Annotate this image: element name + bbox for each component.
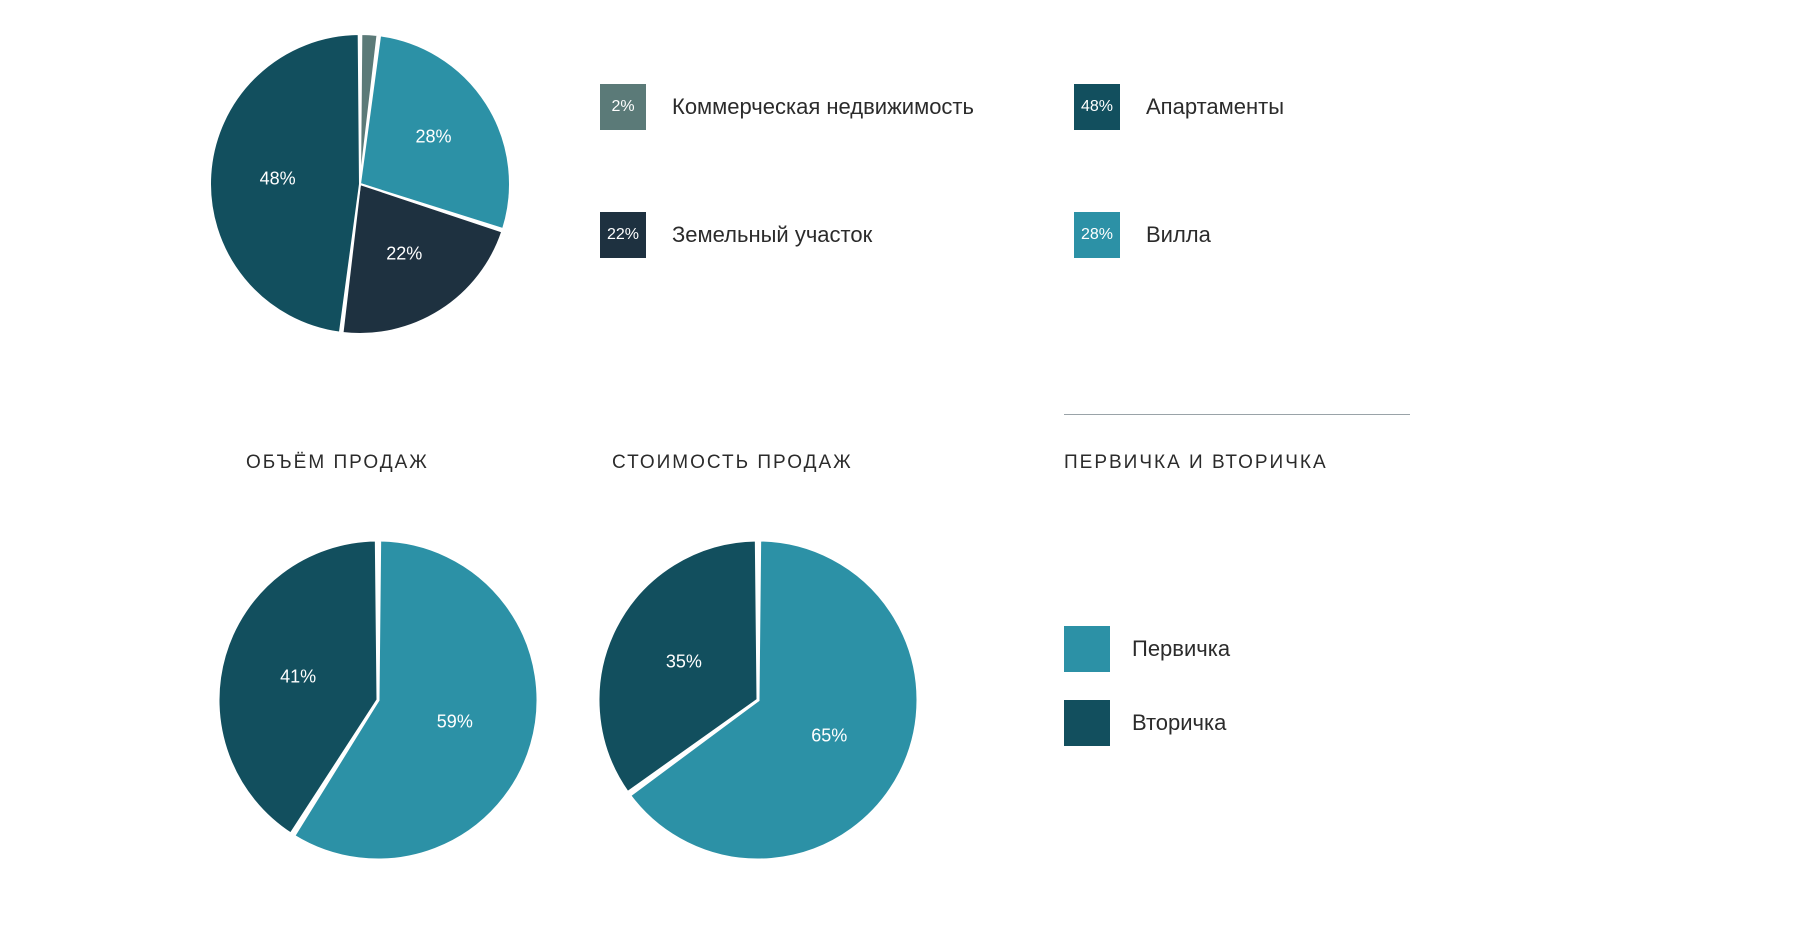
legend-label-commercial: Коммерческая недвижимость (672, 94, 974, 120)
legend-box-villa: 28% (1074, 212, 1120, 258)
legend-box-primary (1064, 626, 1110, 672)
legend-label-land: Земельный участок (672, 222, 872, 248)
sales-volume-pie: 59%41% (218, 540, 538, 860)
heading-sales-value: СТОИМОСТЬ ПРОДАЖ (612, 452, 853, 474)
legend-label-apartments: Апартаменты (1146, 94, 1284, 120)
legend-pct-land: 22% (607, 226, 639, 244)
sales-value-pie: 65%35% (598, 540, 918, 860)
legend-pct-commercial: 2% (611, 98, 634, 116)
legend-box-commercial: 2% (600, 84, 646, 130)
property-type-pie: 28%22%48% (210, 34, 510, 334)
chart-canvas: { "background_color": "#ffffff", "dimens… (0, 0, 1800, 926)
legend-label-secondary: Вторичка (1132, 710, 1226, 736)
legend-box-secondary (1064, 700, 1110, 746)
legend-box-land: 22% (600, 212, 646, 258)
heading-sales-volume: ОБЪЁМ ПРОДАЖ (246, 452, 429, 474)
section-divider (1064, 414, 1410, 415)
legend-pct-villa: 28% (1081, 226, 1113, 244)
legend-pct-apartments: 48% (1081, 98, 1113, 116)
legend-box-apartments: 48% (1074, 84, 1120, 130)
pie-slice (210, 34, 360, 333)
legend-label-villa: Вилла (1146, 222, 1211, 248)
legend-label-primary: Первичка (1132, 636, 1230, 662)
heading-primary-secondary: ПЕРВИЧКА И ВТОРИЧКА (1064, 452, 1328, 474)
